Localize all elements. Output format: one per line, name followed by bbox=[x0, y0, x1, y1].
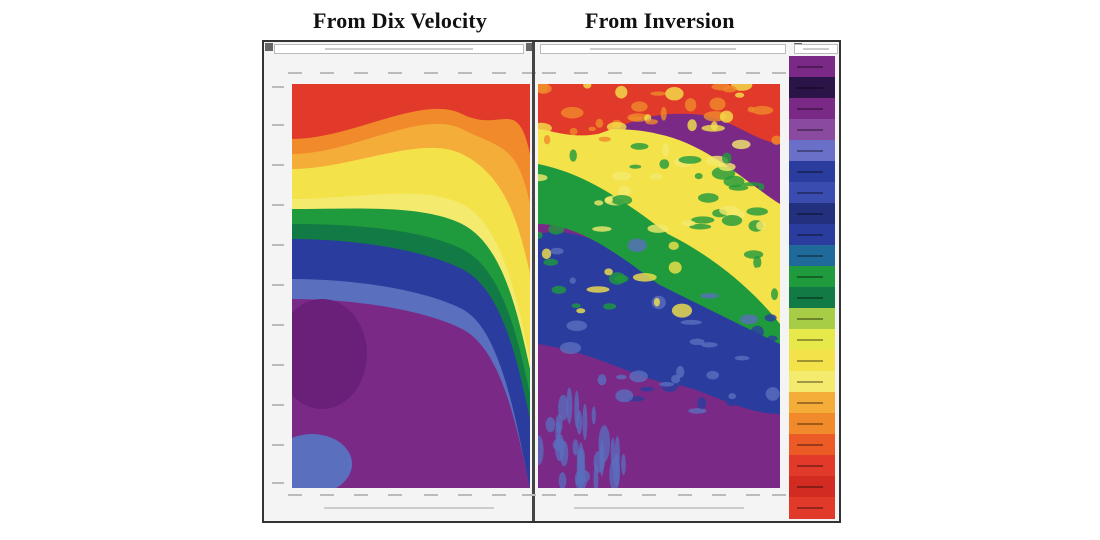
dix-velocity-section bbox=[292, 84, 530, 488]
inversion-section bbox=[538, 84, 780, 488]
colorbar-swatch bbox=[789, 266, 835, 288]
colorbar-swatch bbox=[789, 476, 835, 498]
colorbar-swatch bbox=[789, 308, 835, 330]
colorbar-swatch bbox=[789, 56, 835, 78]
panel-divider bbox=[532, 42, 535, 521]
right-top-ticks bbox=[538, 70, 788, 78]
colorbar-swatch bbox=[789, 413, 835, 435]
window-corner-icon bbox=[265, 43, 273, 51]
colorbar-swatch bbox=[789, 161, 835, 183]
colorbar-swatch bbox=[789, 329, 835, 351]
title-dix-velocity: From Dix Velocity bbox=[313, 8, 488, 33]
right-footer-caption bbox=[574, 507, 744, 509]
figure-frame bbox=[262, 40, 841, 523]
colorbar-swatch bbox=[789, 350, 835, 372]
window-corner-icon bbox=[526, 43, 534, 51]
left-footer-caption bbox=[324, 507, 494, 509]
colorbar-swatch bbox=[789, 224, 835, 246]
left-depth-ticks bbox=[272, 84, 286, 488]
left-bottom-ticks bbox=[284, 492, 536, 500]
right-bottom-ticks bbox=[538, 492, 788, 500]
colorbar-swatch bbox=[789, 371, 835, 393]
colorbar-swatch bbox=[789, 182, 835, 204]
colorbar-swatch bbox=[789, 77, 835, 99]
colorbar-swatch bbox=[789, 497, 835, 519]
colorbar-swatch bbox=[789, 203, 835, 225]
left-top-ticks bbox=[284, 70, 536, 78]
colorbar-swatch bbox=[789, 287, 835, 309]
colorbar-swatch bbox=[789, 119, 835, 141]
colorbar-swatch bbox=[789, 245, 835, 267]
colorbar-swatch bbox=[789, 98, 835, 120]
colorbar-swatch bbox=[789, 140, 835, 162]
colorbar-swatch bbox=[789, 392, 835, 414]
left-panel-header bbox=[274, 44, 524, 54]
right-panel-header bbox=[540, 44, 786, 54]
colorbar-swatch bbox=[789, 434, 835, 456]
colorbar-swatch bbox=[789, 455, 835, 477]
colorbar-header bbox=[794, 44, 838, 54]
color-scale-bar bbox=[789, 56, 835, 519]
title-inversion: From Inversion bbox=[585, 8, 735, 33]
